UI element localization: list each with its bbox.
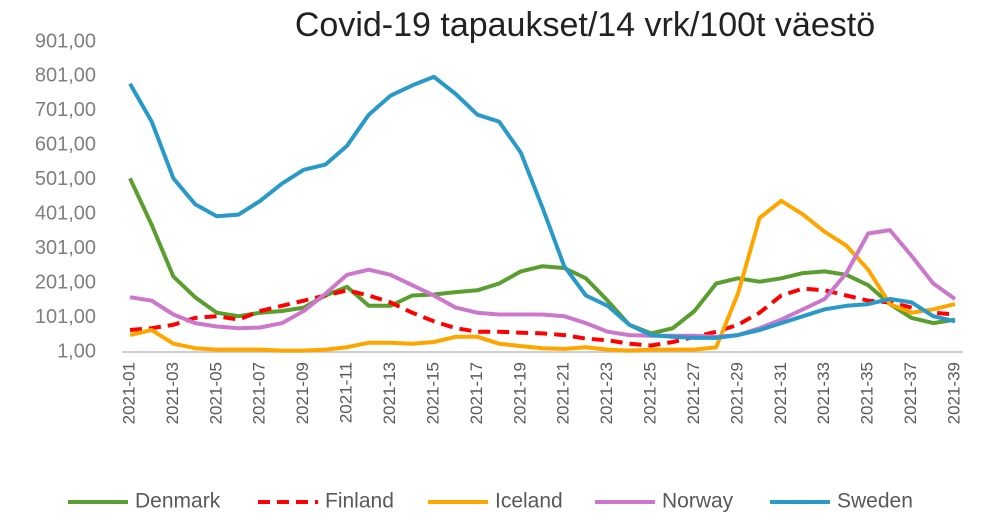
x-tick-label: 2021-35 — [858, 362, 877, 424]
series-line — [128, 177, 956, 336]
y-tick-label: 1,00 — [57, 340, 96, 362]
series-line — [128, 74, 956, 340]
series-line — [129, 286, 956, 348]
x-tick-label: 2021-13 — [380, 362, 399, 424]
x-tick-label: 2021-03 — [163, 362, 182, 424]
y-tick-label: 101,00 — [35, 306, 96, 328]
legend-label: Finland — [325, 490, 394, 513]
legend-label: Norway — [662, 490, 734, 513]
x-tick-label: 2021-25 — [641, 362, 660, 424]
y-tick-label: 501,00 — [35, 168, 96, 190]
x-tick-label: 2021-29 — [727, 362, 746, 424]
series-line — [129, 228, 957, 339]
legend-label: Sweden — [837, 490, 913, 513]
y-tick-label: 301,00 — [35, 237, 96, 259]
legend-label: Denmark — [135, 490, 221, 513]
x-tick-label: 2021-17 — [467, 362, 486, 424]
x-tick-label: 2021-23 — [597, 362, 616, 424]
y-tick-label: 401,00 — [35, 203, 96, 225]
y-tick-label: 601,00 — [35, 134, 96, 156]
x-tick-label: 2021-33 — [814, 362, 833, 424]
x-tick-label: 2021-39 — [944, 362, 963, 424]
chart-title: Covid-19 tapaukset/14 vrk/100t väestö — [295, 6, 875, 44]
y-tick-label: 901,00 — [35, 30, 96, 52]
x-tick-label: 2021-37 — [901, 362, 920, 424]
y-tick-label: 801,00 — [35, 65, 96, 87]
x-tick-label: 2021-19 — [510, 362, 529, 424]
x-tick-label: 2021-27 — [684, 362, 703, 424]
x-tick-label: 2021-21 — [554, 362, 573, 424]
x-tick-label: 2021-05 — [206, 362, 225, 424]
x-tick-label: 2021-31 — [771, 362, 790, 424]
y-tick-label: 201,00 — [35, 271, 96, 293]
series-line — [129, 198, 956, 353]
x-tick-label: 2021-15 — [423, 362, 442, 424]
x-tick-label: 2021-11 — [337, 362, 356, 423]
x-tick-label: 2021-09 — [293, 362, 312, 424]
x-tick-label: 2021-07 — [250, 362, 269, 424]
x-tick-label: 2021-01 — [119, 362, 138, 424]
y-tick-label: 701,00 — [35, 99, 96, 121]
legend-label: Iceland — [495, 490, 563, 513]
